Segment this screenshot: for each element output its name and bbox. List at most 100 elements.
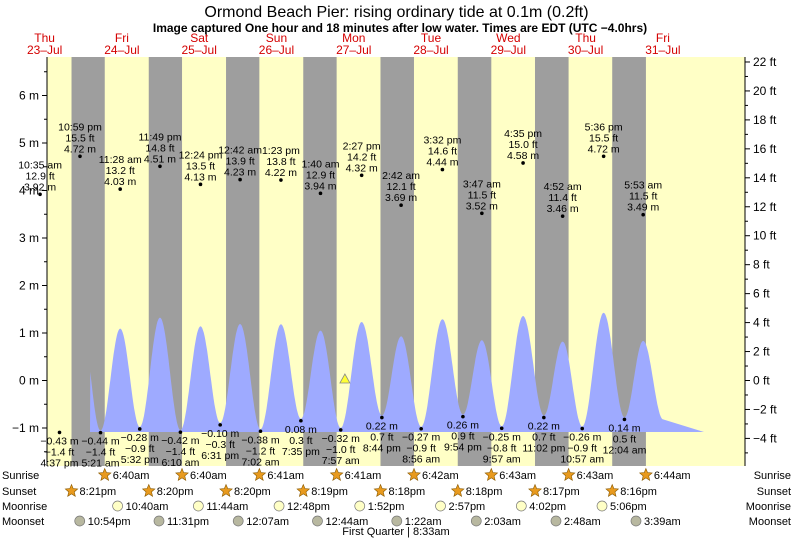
extreme-feet: 13.9 ft	[225, 156, 254, 168]
moonset-icon	[153, 515, 165, 527]
low-tide-point	[338, 428, 343, 432]
sunrise-entry: 6:44am	[638, 467, 691, 482]
extreme-meters: 4.13 m	[184, 171, 216, 183]
extreme-meters: 0.22 m	[528, 421, 560, 433]
extreme-time: 5:36 pm	[585, 121, 623, 133]
day-of-week-label: Fri	[656, 31, 670, 45]
extreme-feet: 11.4 ft	[548, 192, 576, 204]
sunset-icon	[64, 483, 79, 497]
extreme-time: 12:42 am	[218, 145, 262, 157]
moonset-time: 2:03am	[484, 516, 521, 528]
astro-row-label-right: Sunset	[757, 486, 791, 498]
high-tide-point	[641, 212, 645, 217]
sunset-icon	[605, 483, 620, 497]
extreme-meters: 4.58 m	[507, 150, 539, 162]
sunrise-icon	[252, 467, 267, 481]
low-tide-point	[499, 426, 504, 431]
sunrise-entry: 6:42am	[407, 467, 459, 482]
tide-curve-area	[90, 312, 704, 432]
y-right-tick-label: 0 ft	[753, 374, 770, 388]
sunrise-time: 6:43am	[577, 470, 614, 482]
astro-row-label-left: Moonset	[2, 516, 44, 528]
sunrise-time: 6:40am	[113, 470, 150, 482]
y-left-tick-label: 2 m	[19, 279, 39, 293]
sunset-entry: 8:16pm	[605, 483, 657, 498]
sunrise-time: 6:42am	[422, 470, 459, 482]
sunset-icon	[373, 483, 388, 497]
y-right-tick-label: 14 ft	[753, 171, 777, 185]
extreme-feet: 0.9 ft	[451, 431, 474, 443]
sunrise-entry: 6:40am	[175, 467, 227, 482]
extreme-time: 1:23 pm	[262, 145, 300, 157]
moonset-time: 1:22am	[405, 516, 442, 528]
extreme-feet: −1.0 ft	[326, 444, 356, 456]
day-date-label: 28–Jul	[413, 43, 448, 57]
moonset-entry: 12:44am	[312, 515, 368, 528]
extreme-feet: −1.4 ft	[86, 447, 116, 459]
high-tide-point	[158, 164, 162, 169]
day-of-week-label: Thu	[575, 31, 596, 45]
sunset-time: 8:20pm	[234, 486, 271, 498]
moonrise-entry: 1:52pm	[354, 500, 404, 513]
sunset-icon	[528, 483, 542, 497]
day-of-week-label: Sat	[190, 31, 209, 45]
extreme-meters: −0.28 m	[121, 432, 159, 444]
y-left-tick-label: 5 m	[19, 136, 39, 150]
extreme-time: 4:35 pm	[504, 128, 542, 140]
low-tide-label: 0.22 m0.7 ft8:44 pm	[363, 415, 401, 455]
moonrise-entry: 4:02pm	[515, 500, 566, 513]
moonrise-entry: 2:57pm	[435, 500, 486, 513]
moonset-icon	[232, 515, 244, 527]
low-tide-label: −0.38 m−1.2 ft7:02 am	[241, 429, 280, 468]
moonrise-entry: 10:40am	[112, 500, 168, 513]
tide-area	[90, 312, 704, 432]
sunset-time: 8:18pm	[388, 486, 425, 498]
y-left-tick-label: 1 m	[19, 326, 39, 340]
moonset-icon	[74, 515, 86, 527]
y-left-tick-label: 6 m	[19, 89, 39, 103]
sunset-entry: 8:18pm	[450, 483, 502, 498]
sunset-entry: 8:18pm	[373, 483, 425, 498]
high-tide-point	[118, 187, 123, 191]
moonset-icon	[312, 515, 323, 527]
low-tide-label: −0.43 m−1.4 ft4:37 pm	[40, 430, 79, 469]
sunset-entry: 8:21pm	[64, 483, 116, 498]
night-band	[71, 57, 105, 466]
extreme-time: 5:53 am	[624, 180, 662, 192]
high-tide-point	[198, 182, 203, 187]
extreme-meters: 3.52 m	[466, 200, 498, 212]
extreme-feet: −0.3 ft	[205, 439, 235, 451]
extreme-meters: 3.94 m	[304, 180, 336, 192]
high-tide-point	[521, 161, 525, 165]
astro-row-label-right: Moonset	[749, 516, 791, 528]
y-right-tick-label: 16 ft	[753, 142, 777, 156]
moonrise-entry: 5:06pm	[596, 500, 647, 513]
extreme-meters: −0.43 m	[40, 435, 78, 447]
extreme-time: 12:04 am	[603, 444, 647, 456]
low-tide-point	[419, 426, 423, 431]
extreme-meters: 3.49 m	[627, 202, 659, 214]
moonrise-time: 2:57pm	[449, 501, 486, 513]
y-left-tick-label: 4 m	[19, 184, 39, 198]
extreme-feet: 0.5 ft	[613, 433, 636, 445]
sunset-time: 8:19pm	[311, 486, 348, 498]
sunset-entry: 8:19pm	[296, 483, 348, 498]
astro-row-label-left: Sunrise	[2, 470, 39, 482]
low-tide-point	[137, 427, 142, 431]
extreme-feet: 0.7 ft	[532, 432, 555, 444]
extreme-feet: −0.9 ft	[567, 443, 597, 455]
low-tide-point	[622, 417, 627, 422]
extreme-time: 7:57 am	[322, 455, 360, 467]
extreme-feet: 15.5 ft	[589, 132, 618, 144]
sunrise-entry: 6:43am	[561, 467, 614, 482]
sunrise-icon	[561, 467, 576, 481]
sunrise-time: 6:41am	[345, 470, 382, 482]
axes: 6 m 5 m 4 m 3 m 2 m 1 m 0 m −1 m 22 ft 20 ft 18 ft…	[12, 31, 777, 466]
